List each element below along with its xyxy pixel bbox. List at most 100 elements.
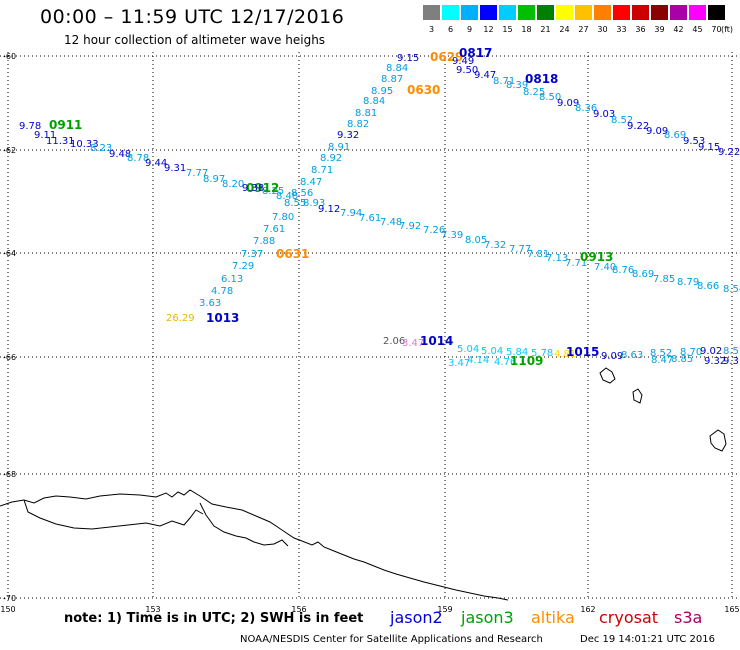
legend-cryosat: cryosat (599, 608, 659, 627)
wave-height-label: 7.37 (241, 249, 263, 260)
wave-height-label: 8.55 (284, 198, 306, 209)
legend-altika: altika (531, 608, 575, 627)
legend-label: 27 (578, 25, 589, 34)
legend-jason2: jason2 (390, 608, 443, 627)
legend-label: 42 (673, 25, 684, 34)
wave-height-label: 8.69 (632, 269, 654, 280)
wave-height-label: 5.04 (457, 344, 479, 355)
mainland-coast (0, 489, 509, 601)
wave-height-label: 0913 (580, 250, 613, 264)
wave-height-label: 8.50 (539, 92, 561, 103)
y-tick-label: -62 (3, 146, 16, 155)
wave-height-label: 9.31 (164, 163, 186, 174)
wave-height-label: 8.76 (612, 265, 634, 276)
wave-height-label: 8.71 (311, 165, 333, 176)
legend-swatch (499, 5, 516, 20)
wave-height-label: 4.78 (211, 286, 233, 297)
island-1 (599, 367, 616, 384)
legend-swatch (518, 5, 535, 20)
wave-height-label: 26.29 (166, 313, 195, 324)
legend-label: 45 (692, 25, 703, 34)
wave-height-labels: 9.158.848.878.958.848.818.829.328.918.92… (19, 46, 740, 369)
legend-label: 33 (616, 25, 627, 34)
wave-height-label: 9.38 (242, 183, 264, 194)
credit-date: Dec 19 14:01:21 UTC 2016 (580, 634, 715, 645)
legend-label: 18 (521, 25, 532, 34)
wave-height-label: 9.44 (145, 158, 167, 169)
wave-height-label: 3.47 (402, 338, 424, 349)
x-tick-label: 165 (724, 605, 739, 614)
x-tick-label: 159 (437, 605, 452, 614)
wave-height-label: 8.20 (222, 179, 244, 190)
wave-height-label: 9.15 (397, 53, 419, 64)
wave-height-label: 8.92 (320, 153, 342, 164)
wave-height-label: 9.78 (19, 121, 41, 132)
wave-height-label: 8.95 (371, 86, 393, 97)
wave-height-label: 9.53 (683, 136, 705, 147)
wave-height-label: 9.09 (646, 126, 668, 137)
wave-height-label: 9.32 (704, 356, 726, 367)
legend-swatch (613, 5, 630, 20)
wave-height-label: 9.3 (723, 356, 739, 367)
legend-s3a: s3a (674, 608, 703, 627)
wave-height-label: 8.70 (680, 347, 702, 358)
wave-height-label: 7.85 (653, 274, 675, 285)
wave-height-label: 3.47 (448, 358, 470, 369)
footer-note: note: 1) Time is in UTC; 2) SWH is in fe… (64, 611, 364, 626)
wave-height-label: 9.12 (318, 204, 340, 215)
wave-height-label: 8.56 (291, 188, 313, 199)
wave-height-label: 8.69 (664, 130, 686, 141)
wave-height-label: 3.63 (199, 298, 221, 309)
legend-label: 70 (711, 25, 722, 34)
wave-height-label: 5.84 (506, 347, 528, 358)
y-tick-label: -68 (3, 470, 16, 479)
wave-height-label: 8.47 (651, 355, 673, 366)
wave-height-label: 11.31 (46, 136, 75, 147)
wave-height-label: 7.32 (484, 240, 506, 251)
wave-height-label: 7.77 (186, 168, 208, 179)
legend-label: 9 (466, 25, 473, 34)
legend-label: 39 (654, 25, 665, 34)
island-2 (632, 388, 643, 404)
wave-height-label: 8.63 (621, 350, 643, 361)
wave-height-label: 8.84 (363, 96, 385, 107)
wave-height-label: 9.47 (474, 70, 496, 81)
legend-swatch (689, 5, 706, 20)
legend-jason3: jason3 (461, 608, 514, 627)
legend-swatch (480, 5, 497, 20)
wave-height-label: 8.87 (381, 74, 403, 85)
wave-height-label: 7.29 (232, 261, 254, 272)
wave-height-label: 5.78 (531, 348, 553, 359)
wave-height-label: 9.09 (557, 98, 579, 109)
wave-height-label: 9.50 (456, 65, 478, 76)
wave-height-label: 8.48 (276, 191, 298, 202)
wave-height-label: 8.82 (347, 119, 369, 130)
wave-height-label: 8.47 (300, 177, 322, 188)
wave-height-label: 0817 (459, 46, 492, 60)
wave-height-label: 4.14 (467, 355, 489, 366)
wave-height-label: 7.92 (399, 221, 421, 232)
legend-swatch (442, 5, 459, 20)
page-title: 00:00 – 11:59 UTC 12/17/2016 (40, 6, 345, 28)
wave-height-label: 8.25 (523, 87, 545, 98)
wave-height-label: 9.32 (337, 130, 359, 141)
legend-swatch (651, 5, 668, 20)
wave-height-label: 8.54 (723, 284, 740, 295)
wave-height-label: 8.71 (493, 76, 515, 87)
wave-height-label: 8.66 (697, 281, 719, 292)
wave-height-label: 8.97 (203, 174, 225, 185)
wave-height-label: 7.48 (380, 217, 402, 228)
wave-height-label: 7.40 (594, 262, 616, 273)
wave-height-label: 6.13 (221, 274, 243, 285)
legend-swatch (537, 5, 554, 20)
wave-height-label: 0630 (407, 83, 440, 97)
wave-height-label: 7.13 (546, 253, 568, 264)
x-tick-label: 156 (291, 605, 306, 614)
wave-height-label: 7.61 (263, 224, 285, 235)
wave-height-label: 8.85 (671, 354, 693, 365)
wave-height-label: 0911 (49, 118, 82, 132)
wave-height-label: 8.93 (303, 198, 325, 209)
wave-height-label: 5.04 (481, 346, 503, 357)
wave-height-label: 8.25 (262, 186, 284, 197)
